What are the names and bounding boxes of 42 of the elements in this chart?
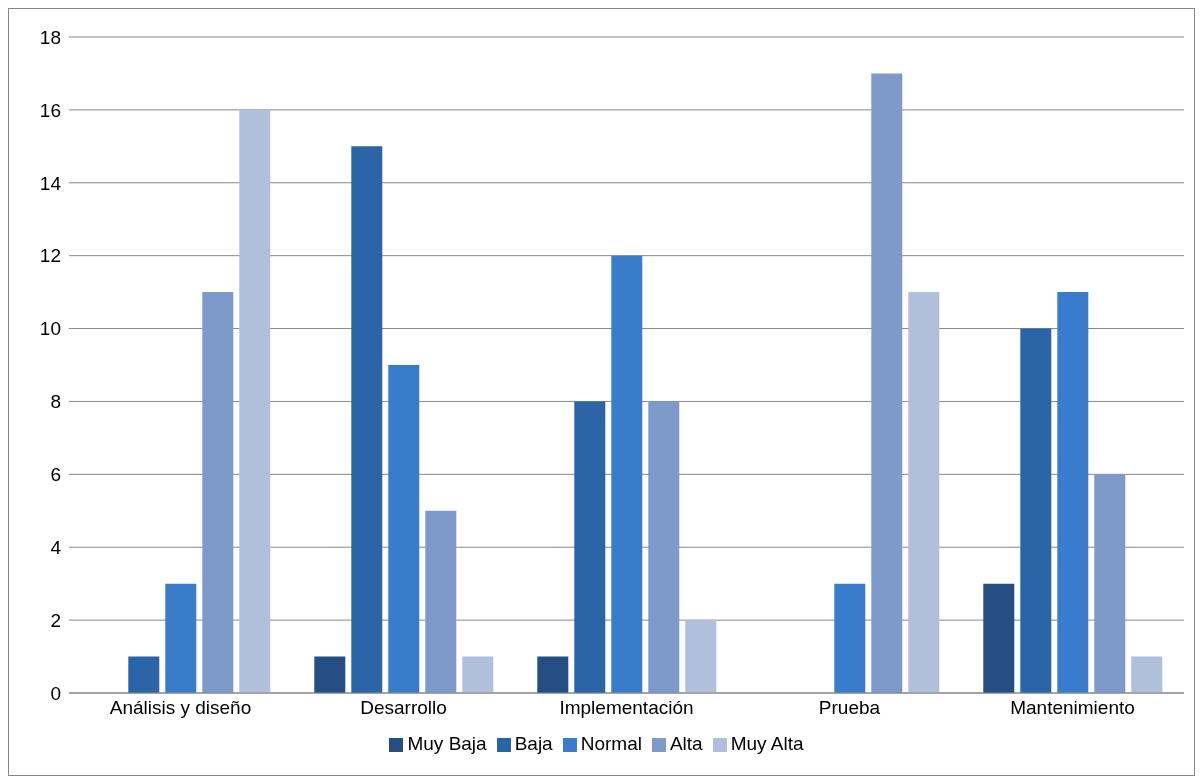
bar <box>388 365 420 693</box>
bar <box>1131 656 1163 693</box>
bar <box>202 292 234 693</box>
bar <box>685 620 717 693</box>
y-tick-label: 4 <box>50 536 62 558</box>
legend-label: Baja <box>514 733 553 754</box>
y-tick-label: 2 <box>50 609 61 631</box>
bar <box>611 255 643 693</box>
x-tick-label: Implementación <box>559 697 694 719</box>
y-tick-label: 0 <box>50 682 61 704</box>
bar <box>871 73 903 693</box>
bar <box>462 656 494 693</box>
bar <box>1094 474 1126 693</box>
legend-label: Alta <box>669 733 703 754</box>
x-tick-label: Desarrollo <box>360 697 447 719</box>
x-tick-label: Prueba <box>818 697 881 719</box>
bar <box>128 656 160 693</box>
y-tick-label: 18 <box>39 26 61 48</box>
x-tick-label: Análisis y diseño <box>109 697 252 719</box>
bar <box>983 583 1015 693</box>
legend-label: Muy Alta <box>730 733 804 754</box>
bar <box>425 510 457 693</box>
legend-label: Muy Baja <box>407 733 487 754</box>
bar <box>1020 328 1052 693</box>
bar <box>239 109 271 693</box>
bar <box>1057 292 1089 693</box>
bar <box>574 401 606 693</box>
y-tick-label: 12 <box>39 245 61 267</box>
bar <box>537 656 569 693</box>
y-tick-label: 8 <box>50 391 61 413</box>
legend-label: Normal <box>580 733 642 754</box>
y-tick-label: 14 <box>39 172 62 194</box>
bar <box>648 401 680 693</box>
y-tick-label: 16 <box>39 99 61 121</box>
bar <box>834 583 866 693</box>
bar <box>351 146 383 693</box>
y-tick-label: 6 <box>50 464 61 486</box>
bar <box>908 292 940 693</box>
x-tick-label: Mantenimiento <box>1010 697 1135 719</box>
bar <box>165 583 197 693</box>
bar <box>314 656 346 693</box>
y-tick-label: 10 <box>39 318 61 340</box>
